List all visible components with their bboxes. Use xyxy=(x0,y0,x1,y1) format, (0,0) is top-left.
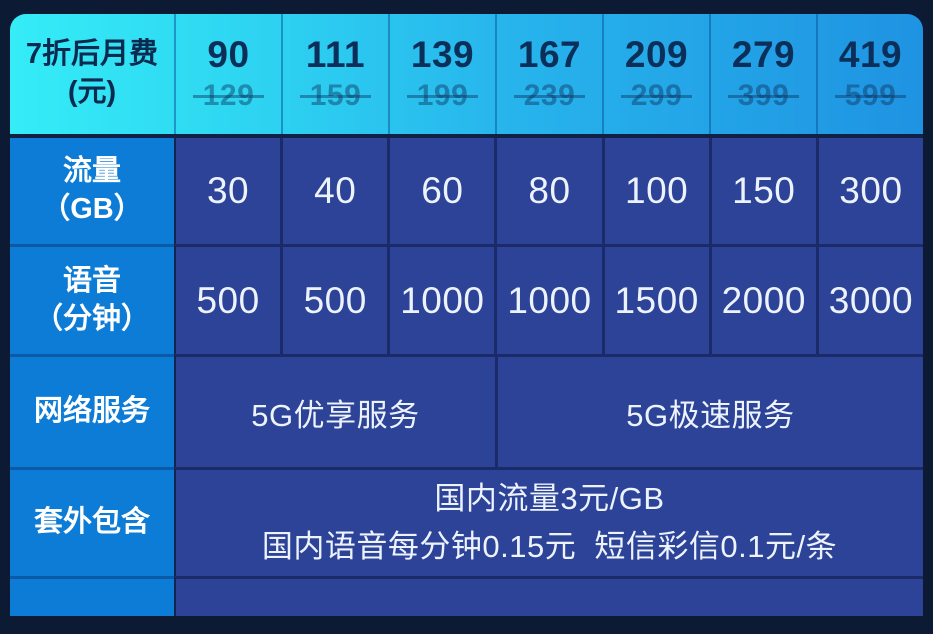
original-price-text: 159 xyxy=(299,79,371,113)
network-service-standard: 5G优享服务 xyxy=(251,397,420,433)
plan-price-cell: 139 199 xyxy=(388,14,495,134)
original-price: 399 xyxy=(727,79,799,113)
original-price: 299 xyxy=(620,79,692,113)
traffic-value: 300 xyxy=(815,138,923,244)
row-label-line1: 流量 xyxy=(62,155,121,188)
row-label-traffic: 流量 （GB） xyxy=(10,134,174,244)
mobile-plan-pricing-table: 7折后月费 (元) 90 129 111 159 139 199 167 239… xyxy=(10,14,923,634)
original-price-text: 129 xyxy=(192,79,264,113)
discounted-price: 139 xyxy=(410,33,475,75)
row-cells-voice: 500 500 1000 1000 1500 2000 3000 xyxy=(174,244,923,354)
traffic-value: 150 xyxy=(708,138,816,244)
plan-price-cell: 209 299 xyxy=(602,14,709,134)
original-price-text: 199 xyxy=(406,79,478,113)
discounted-price: 279 xyxy=(731,33,796,75)
header-label-line1: 7折后月费 xyxy=(25,38,159,71)
header-row-label: 7折后月费 (元) xyxy=(10,14,174,134)
data-row-network-service: 网络服务 5G优享服务 5G极速服务 xyxy=(10,354,923,467)
original-price: 199 xyxy=(406,79,478,113)
row-label-line2: （GB） xyxy=(41,193,143,225)
header-label-line2: (元) xyxy=(67,76,117,108)
header-row: 7折后月费 (元) 90 129 111 159 139 199 167 239… xyxy=(10,14,923,134)
row-label-partial xyxy=(10,576,174,616)
original-price: 599 xyxy=(834,79,906,113)
traffic-value: 40 xyxy=(280,138,387,244)
data-row-voice: 语音 （分钟） 500 500 1000 1000 1500 2000 3000 xyxy=(10,244,923,354)
plan-price-cell: 419 599 xyxy=(816,14,923,134)
voice-value: 2000 xyxy=(708,247,816,354)
data-row-traffic: 流量 （GB） 30 40 60 80 100 150 300 xyxy=(10,134,923,244)
original-price: 129 xyxy=(192,79,264,113)
row-label-voice: 语音 （分钟） xyxy=(10,244,174,354)
original-price: 159 xyxy=(299,79,371,113)
original-price-text: 239 xyxy=(513,79,585,113)
plan-price-cell: 111 159 xyxy=(281,14,388,134)
row-cells-network-service: 5G优享服务 5G极速服务 xyxy=(174,354,923,467)
discounted-price: 419 xyxy=(838,33,903,75)
row-label-line2: （分钟） xyxy=(33,302,150,335)
voice-value: 3000 xyxy=(815,247,923,354)
out-of-plan-rate-line1: 国内流量3元/GB xyxy=(434,480,665,516)
network-service-premium: 5G极速服务 xyxy=(494,357,923,467)
plan-price-cell: 90 129 xyxy=(174,14,281,134)
traffic-value: 30 xyxy=(206,170,250,211)
original-price-text: 599 xyxy=(834,79,906,113)
data-row-out-of-plan-rates: 套外包含 国内流量3元/GB 国内语音每分钟0.15元 短信彩信0.1元/条 xyxy=(10,467,923,576)
row-cells-traffic: 30 40 60 80 100 150 300 xyxy=(174,134,923,244)
original-price-text: 399 xyxy=(727,79,799,113)
voice-value: 1000 xyxy=(494,247,601,354)
original-price-text: 299 xyxy=(620,79,692,113)
plan-price-cell: 167 239 xyxy=(495,14,602,134)
row-label-network-service: 网络服务 xyxy=(10,354,174,467)
discounted-price: 167 xyxy=(517,33,582,75)
traffic-value: 80 xyxy=(494,138,601,244)
discounted-price: 209 xyxy=(624,33,689,75)
data-row-partial xyxy=(10,576,923,616)
plan-price-cell: 279 399 xyxy=(709,14,816,134)
out-of-plan-rate-line2: 国内语音每分钟0.15元 短信彩信0.1元/条 xyxy=(261,529,838,564)
voice-value: 500 xyxy=(196,279,260,321)
voice-value: 1500 xyxy=(601,247,709,354)
original-price: 239 xyxy=(513,79,585,113)
voice-value: 1000 xyxy=(387,247,494,354)
traffic-value: 60 xyxy=(387,138,494,244)
discounted-price: 90 xyxy=(207,33,250,75)
traffic-value: 100 xyxy=(601,138,709,244)
row-cells-out-of-plan-rates: 国内流量3元/GB 国内语音每分钟0.15元 短信彩信0.1元/条 xyxy=(174,467,923,576)
row-cells-partial xyxy=(174,576,923,616)
row-label-out-of-plan-rates: 套外包含 xyxy=(10,467,174,576)
discounted-price: 111 xyxy=(305,33,366,75)
voice-value: 500 xyxy=(280,247,387,354)
out-of-plan-rates-text: 国内流量3元/GB 国内语音每分钟0.15元 短信彩信0.1元/条 xyxy=(176,470,923,576)
row-label-line1: 网络服务 xyxy=(33,395,150,428)
row-label-line1: 套外包含 xyxy=(33,506,150,539)
row-label-line1: 语音 xyxy=(62,264,121,297)
